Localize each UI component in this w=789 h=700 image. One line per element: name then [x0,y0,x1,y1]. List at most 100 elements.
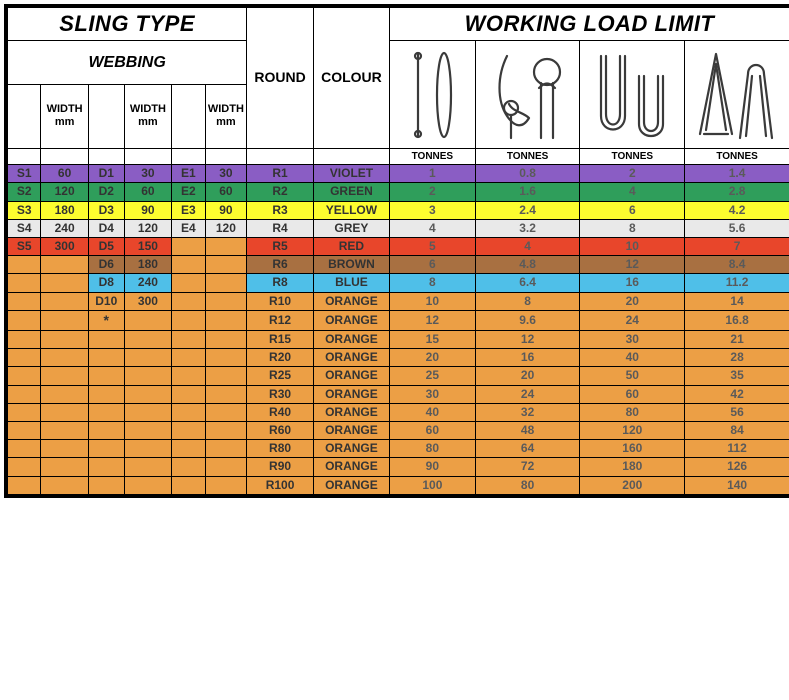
header-width-mm: WIDTHmm [124,84,172,148]
s-width [41,274,89,292]
e-width [205,292,247,310]
d-width [124,310,172,330]
load-value: 3.2 [475,219,580,237]
d-width: 150 [124,237,172,255]
header-wll: WORKING LOAD LIMIT [390,8,789,41]
load-value: 84 [685,422,789,440]
load-value: 112 [685,440,789,458]
load-value: 10 [390,292,476,310]
s-code [8,458,41,476]
e-code [172,403,205,421]
s-width [41,403,89,421]
round-code: R100 [247,476,314,494]
table-row: R100ORANGE10080200140 [8,476,789,494]
load-value: 24 [580,310,685,330]
load-value: 72 [475,458,580,476]
load-value: 64 [475,440,580,458]
load-value: 120 [580,422,685,440]
e-width: 60 [205,183,247,201]
d-code [88,385,124,403]
s-code [8,274,41,292]
load-value: 16 [475,349,580,367]
s-code [8,310,41,330]
e-width [205,256,247,274]
d-code: D6 [88,256,124,274]
load-value: 0.8 [475,165,580,183]
s-code [8,440,41,458]
e-code: E2 [172,183,205,201]
colour-name: ORANGE [313,292,389,310]
e-width [205,476,247,494]
s-width [41,476,89,494]
d-width: 180 [124,256,172,274]
load-value: 15 [390,331,476,349]
d-code [88,476,124,494]
e-width: 120 [205,219,247,237]
load-value: 4 [390,219,476,237]
e-width [205,385,247,403]
colour-name: ORANGE [313,422,389,440]
table-row: R60ORANGE604812084 [8,422,789,440]
icon-basket-u [580,41,685,149]
load-value: 140 [685,476,789,494]
table-row: S2120D260E260R2GREEN21.642.8 [8,183,789,201]
colour-name: ORANGE [313,403,389,421]
d-code: D8 [88,274,124,292]
load-value: 5.6 [685,219,789,237]
load-value: 42 [685,385,789,403]
load-value: 30 [390,385,476,403]
load-value: 6.4 [475,274,580,292]
load-value: 50 [580,367,685,385]
d-width: 240 [124,274,172,292]
load-value: 8 [390,274,476,292]
s-code: S1 [8,165,41,183]
round-code: R3 [247,201,314,219]
load-value: 11.2 [685,274,789,292]
header-tonnes: TONNES [685,149,789,165]
load-value: 21 [685,331,789,349]
s-width [41,458,89,476]
d-width [124,331,172,349]
s-width [41,292,89,310]
e-code [172,440,205,458]
d-width [124,458,172,476]
e-width [205,367,247,385]
d-code: D5 [88,237,124,255]
load-value: 35 [685,367,789,385]
e-code: E4 [172,219,205,237]
header-webbing: WEBBING [8,41,247,85]
d-width [124,403,172,421]
blank [8,84,41,148]
s-width [41,422,89,440]
colour-name: BROWN [313,256,389,274]
d-width: 60 [124,183,172,201]
table-row: D6180R6BROWN64.8128.4 [8,256,789,274]
load-value: 100 [390,476,476,494]
e-code [172,237,205,255]
table-row: R25ORANGE25205035 [8,367,789,385]
load-value: 2.8 [685,183,789,201]
e-width [205,440,247,458]
s-code [8,331,41,349]
table-row: D10300R10ORANGE1082014 [8,292,789,310]
header-tonnes: TONNES [580,149,685,165]
load-value: 48 [475,422,580,440]
s-width: 120 [41,183,89,201]
e-width: 90 [205,201,247,219]
load-value: 8.4 [685,256,789,274]
load-value: 8 [580,219,685,237]
blank [172,84,205,148]
header-colour: COLOUR [313,8,389,149]
header-round: ROUND [247,8,314,149]
e-code [172,385,205,403]
s-code [8,385,41,403]
d-width [124,440,172,458]
load-value: 60 [580,385,685,403]
e-code [172,458,205,476]
table-row: *R12ORANGE129.62416.8 [8,310,789,330]
icon-choke [475,41,580,149]
d-code [88,349,124,367]
d-width [124,385,172,403]
load-value: 2 [580,165,685,183]
load-value: 6 [390,256,476,274]
